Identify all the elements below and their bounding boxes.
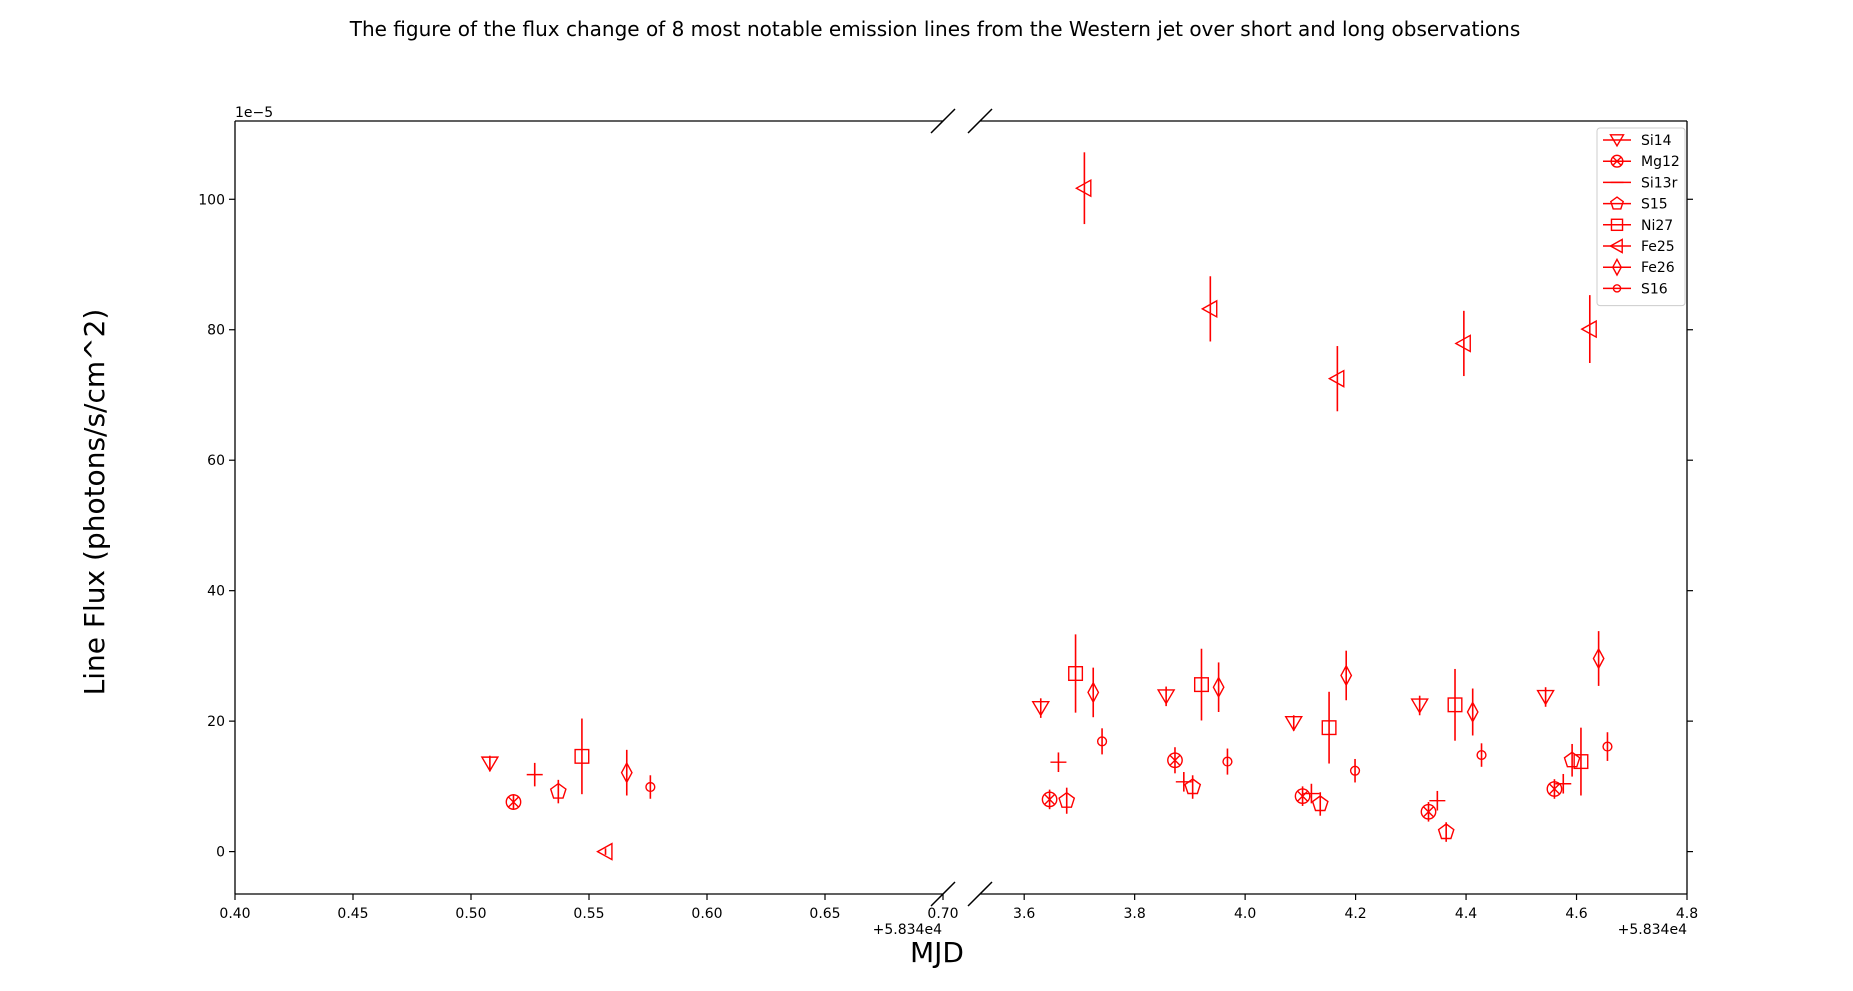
point-s15 (1437, 823, 1455, 840)
x-tick-label: 3.8 (1124, 906, 1146, 922)
legend-label-fe25: Fe25 (1641, 239, 1675, 255)
point-fe25 (596, 842, 613, 861)
point-s15 (1058, 791, 1076, 808)
x-offset-label-right: +5.834e4 (1618, 922, 1687, 938)
point-mg12 (1546, 781, 1563, 797)
legend-label-ni27: Ni27 (1641, 218, 1673, 234)
x-tick-label: 0.70 (927, 906, 958, 922)
point-mg12 (1167, 752, 1183, 769)
point-mg12 (1294, 788, 1311, 805)
y-axis-scale-note: 1e−5 (235, 105, 273, 121)
x-tick-label: 0.60 (691, 906, 722, 922)
x-tick-label: 4.8 (1676, 906, 1698, 922)
point-mg12 (1420, 803, 1437, 820)
y-tick-label: 80 (207, 323, 225, 339)
point-si14 (1536, 689, 1555, 706)
x-tick-label: 3.6 (1013, 906, 1035, 922)
x-tick-label: 4.6 (1565, 906, 1587, 922)
x-tick-label: 0.65 (809, 906, 840, 922)
point-si14 (1284, 715, 1303, 732)
x-tick-label: 0.40 (219, 906, 250, 922)
x-tick-label: 0.55 (573, 906, 604, 922)
point-fe26 (1087, 681, 1100, 704)
legend-label-mg12: Mg12 (1641, 154, 1680, 170)
point-s16 (645, 781, 656, 793)
point-si14 (1031, 700, 1050, 717)
x-tick-label: 4.4 (1455, 906, 1477, 922)
point-ni27 (1193, 677, 1209, 693)
legend-marker-s16 (1612, 284, 1622, 293)
point-mg12-x (1422, 806, 1435, 818)
y-tick-label: 0 (216, 845, 225, 861)
point-mg12-x (1296, 790, 1309, 802)
point-mg12-x (1043, 793, 1056, 806)
point-s16 (1602, 741, 1613, 752)
point-fe26 (620, 761, 633, 784)
point-s15 (1311, 795, 1329, 812)
point-s15 (1184, 778, 1202, 795)
point-fe25 (1074, 178, 1092, 198)
point-s16 (1349, 765, 1361, 776)
x-offset-label-left: +5.834e4 (873, 922, 942, 938)
point-si14 (480, 756, 500, 773)
point-mg12-x (1548, 783, 1561, 795)
point-mg12 (1041, 791, 1058, 808)
x-tick-label: 4.2 (1344, 906, 1366, 922)
legend-marker-s15 (1609, 196, 1625, 210)
point-fe26 (1466, 700, 1479, 724)
point-s15 (1563, 751, 1581, 768)
y-axis-label: Line Flux (photons/s/cm^2) (78, 309, 111, 696)
point-ni27 (1447, 697, 1463, 713)
legend-box (1596, 127, 1686, 307)
legend-label-s15: S15 (1641, 197, 1668, 213)
point-si14 (1156, 689, 1176, 705)
legend-marker-fe26 (1611, 257, 1623, 277)
x-tick-label: 0.50 (455, 906, 486, 922)
point-fe25 (1200, 299, 1218, 319)
point-s16 (1096, 736, 1108, 747)
axis-break-mark (930, 108, 956, 134)
axis-break-mark (967, 881, 993, 907)
point-s16 (1222, 756, 1233, 767)
y-tick-label: 40 (207, 584, 225, 600)
legend-marker-fe25 (1609, 238, 1623, 254)
y-tick-label: 100 (198, 192, 225, 208)
legend-label-s16: S16 (1641, 281, 1668, 297)
x-tick-label: 0.45 (337, 906, 368, 922)
point-fe26 (1212, 676, 1225, 699)
legend-label-si13r: Si13r (1641, 175, 1678, 191)
axis-break-mark (967, 108, 993, 134)
legend-marker-si14 (1609, 134, 1625, 148)
x-axis-label: MJD (910, 936, 964, 969)
point-ni27 (1321, 720, 1337, 736)
legend-label-fe26: Fe26 (1641, 260, 1675, 276)
legend-label-si14: Si14 (1641, 133, 1672, 149)
y-tick-label: 60 (207, 453, 225, 469)
point-fe25 (1454, 334, 1471, 353)
point-mg12 (505, 794, 522, 810)
point-fe26 (1592, 647, 1605, 670)
point-fe26 (1340, 664, 1353, 687)
point-ni27 (574, 748, 590, 764)
legend-marker-mg12-x (1612, 156, 1622, 166)
point-s16 (1476, 749, 1487, 761)
point-si14 (1410, 698, 1429, 715)
point-ni27 (1573, 754, 1589, 770)
point-mg12-x (507, 796, 520, 808)
legend-marker-mg12 (1610, 154, 1624, 168)
x-tick-label: 4.0 (1234, 906, 1256, 922)
point-mg12-x (1169, 754, 1181, 766)
point-fe25 (1580, 319, 1597, 339)
legend-marker-ni27 (1610, 218, 1624, 232)
point-ni27 (1068, 666, 1084, 682)
y-tick-label: 20 (207, 714, 225, 730)
chart-title: The figure of the flux change of 8 most … (349, 17, 1521, 41)
point-fe25 (1327, 369, 1345, 388)
point-s15 (549, 782, 567, 799)
